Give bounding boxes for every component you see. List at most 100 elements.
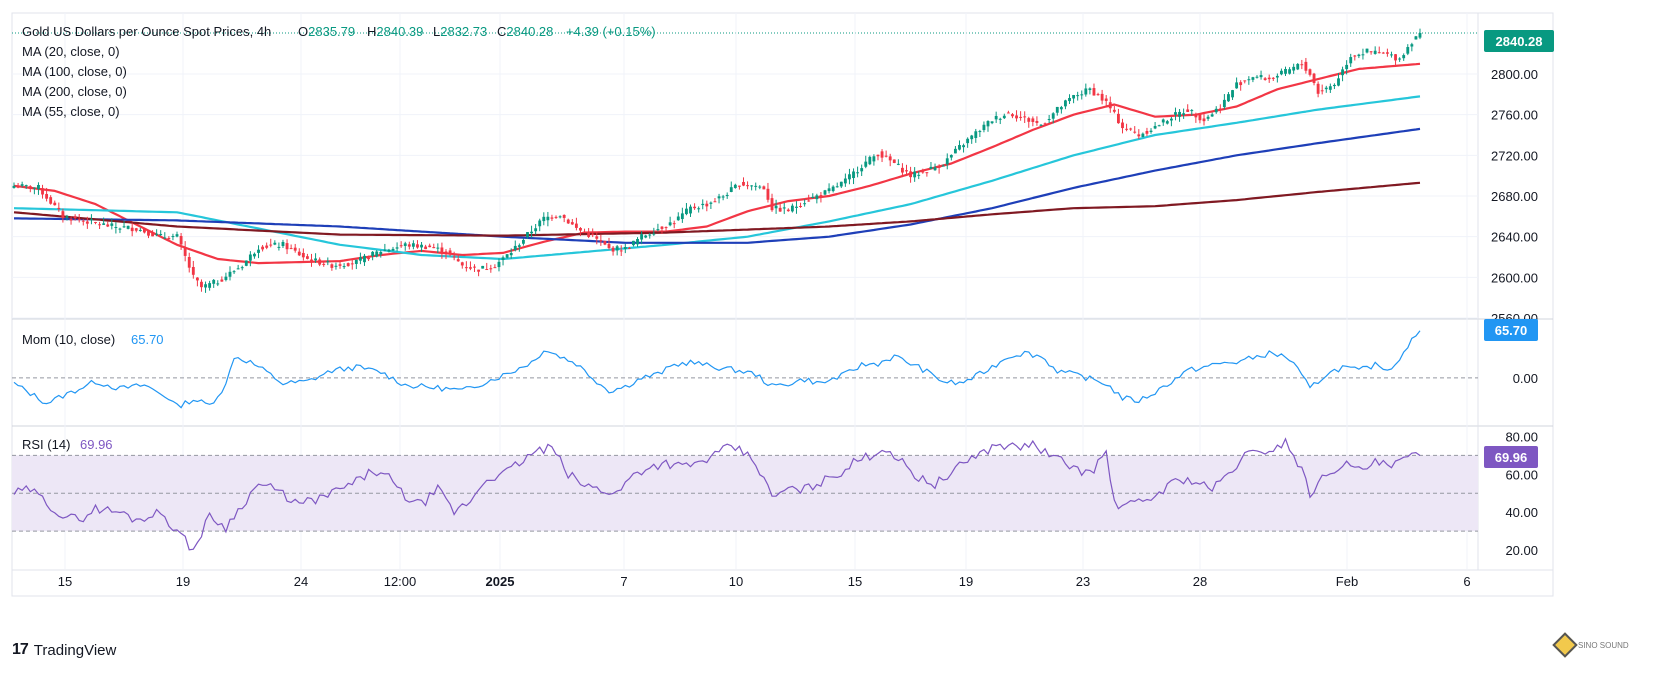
- candle-body: [591, 233, 595, 235]
- candle-body: [407, 244, 411, 247]
- candle-body: [1006, 112, 1010, 114]
- candle-body: [1369, 51, 1373, 53]
- candle-body: [1096, 94, 1100, 96]
- candle-body: [1214, 108, 1218, 113]
- candle-body: [737, 185, 741, 187]
- candle-body: [200, 281, 203, 288]
- candle-body: [1394, 54, 1397, 61]
- candle-body: [509, 252, 513, 256]
- candle-body: [713, 201, 717, 203]
- candle-body: [758, 186, 762, 188]
- candle-body: [142, 228, 146, 233]
- close-label: C: [497, 24, 506, 39]
- candle-body: [126, 225, 130, 229]
- rsi-tick-label: 80.00: [1505, 429, 1538, 444]
- candle-body: [1174, 112, 1177, 115]
- candle-body: [228, 271, 232, 277]
- momentum-legend: Mom (10, close) 65.70: [22, 332, 164, 347]
- candle-body: [562, 214, 566, 218]
- time-tick-label: 28: [1193, 574, 1207, 589]
- candle-body: [664, 227, 668, 229]
- candle-body: [774, 205, 778, 209]
- candle-body: [733, 184, 737, 188]
- rsi-title[interactable]: RSI (14): [22, 437, 70, 452]
- time-tick-label: 19: [176, 574, 190, 589]
- candle-body: [464, 267, 468, 269]
- rsi-tick-label: 40.00: [1505, 505, 1538, 520]
- candle-body: [236, 268, 240, 270]
- candle-body: [982, 124, 986, 131]
- candle-body: [253, 253, 256, 257]
- candle-body: [1011, 114, 1014, 117]
- candle-body: [110, 223, 114, 226]
- time-tick-label: Feb: [1336, 574, 1358, 589]
- candle-body: [615, 246, 619, 251]
- candle-body: [1161, 119, 1165, 123]
- candle-body: [90, 219, 93, 221]
- ma20-legend[interactable]: MA (20, close, 0): [22, 44, 120, 59]
- time-tick-label: 7: [620, 574, 627, 589]
- ohlc-open: O2835.79: [298, 24, 355, 39]
- candle-body: [69, 219, 73, 221]
- candle-body: [896, 163, 900, 165]
- candle-body: [978, 131, 982, 133]
- candle-body: [65, 216, 69, 218]
- time-axis: 15 19 24 12:00 2025 7 10 15 19 23 28 Feb 6: [58, 574, 1471, 589]
- symbol-title[interactable]: Gold US Dollars per Ounce Spot Prices, 4…: [22, 24, 271, 39]
- candle-body: [403, 243, 407, 246]
- ma100-legend[interactable]: MA (100, close, 0): [22, 64, 127, 79]
- candle-body: [648, 234, 652, 236]
- candle-body: [640, 234, 644, 240]
- candle-body: [493, 267, 497, 269]
- candle-body: [1341, 69, 1344, 76]
- candle-body: [436, 247, 440, 249]
- tradingview-brand[interactable]: 17 TradingView: [12, 641, 116, 659]
- candle-body: [803, 203, 807, 205]
- price-badge-value: 2840.28: [1496, 34, 1543, 49]
- candle-body: [1324, 87, 1328, 90]
- candle-body: [1153, 126, 1157, 129]
- candle-body: [1361, 54, 1365, 56]
- candle-body: [32, 187, 36, 189]
- candle-body: [285, 243, 289, 250]
- candle-body: [53, 202, 57, 206]
- candle-body: [990, 121, 994, 124]
- candle-body: [538, 220, 542, 227]
- candle-body: [819, 195, 823, 197]
- candle-body: [632, 240, 635, 246]
- candle-body: [729, 187, 733, 192]
- candle-body: [1235, 82, 1239, 89]
- momentum-title[interactable]: Mom (10, close): [22, 332, 115, 347]
- candle-body: [876, 154, 880, 157]
- candle-body: [1043, 123, 1047, 125]
- candle-body: [701, 203, 705, 206]
- candle-body: [1116, 113, 1120, 124]
- price-tick-label: 2720.00: [1491, 148, 1538, 163]
- candle-body: [440, 247, 444, 254]
- candle-body: [424, 246, 428, 250]
- candle-body: [546, 216, 550, 221]
- low-value: 2832.73: [440, 24, 487, 39]
- candle-body: [1296, 63, 1300, 70]
- candle-body: [521, 239, 525, 244]
- candle-body: [118, 228, 122, 230]
- candle-body: [611, 247, 615, 252]
- candle-body: [636, 238, 639, 245]
- candle-body: [224, 276, 228, 280]
- candle-body: [1178, 111, 1181, 117]
- candle-body: [81, 220, 85, 222]
- candle-body: [945, 158, 949, 165]
- candle-body: [579, 227, 582, 231]
- price-change: +4.39 (+0.15%): [566, 24, 656, 39]
- candle-body: [1271, 77, 1275, 79]
- candle-body: [778, 207, 782, 212]
- candle-body: [534, 228, 538, 232]
- candle-body: [1418, 33, 1422, 38]
- ma55-legend[interactable]: MA (55, close, 0): [22, 104, 120, 119]
- candle-body: [1100, 93, 1104, 101]
- ma200-legend[interactable]: MA (200, close, 0): [22, 84, 127, 99]
- candle-body: [1202, 118, 1206, 122]
- candle-body: [848, 174, 851, 180]
- ma-line: [13, 95, 1421, 261]
